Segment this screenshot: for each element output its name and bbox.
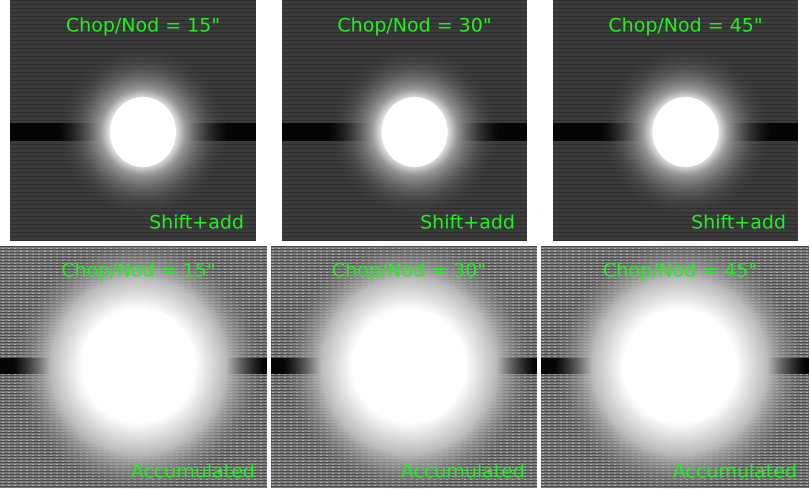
panel-title: Chop/Nod = 30" <box>332 260 486 282</box>
panel-title: Chop/Nod = 45" <box>603 260 757 282</box>
panel-label: Shift+add <box>420 212 515 234</box>
panel-label: Shift+add <box>691 212 786 234</box>
source-core <box>630 311 730 421</box>
panel-title: Chop/Nod = 15" <box>61 260 215 282</box>
panel-title: Chop/Nod = 15" <box>66 15 220 37</box>
source-core <box>110 97 176 167</box>
panel-title: Chop/Nod = 45" <box>608 15 762 37</box>
panel-label: Accumulated <box>673 461 797 483</box>
panel-label: Shift+add <box>149 212 244 234</box>
panel-title: Chop/Nod = 30" <box>337 15 491 37</box>
source-core <box>381 97 448 167</box>
panel-label: Accumulated <box>131 461 255 483</box>
source-core <box>652 97 719 167</box>
panel-label: Accumulated <box>401 461 525 483</box>
source-core <box>88 311 189 421</box>
source-core <box>359 311 459 421</box>
